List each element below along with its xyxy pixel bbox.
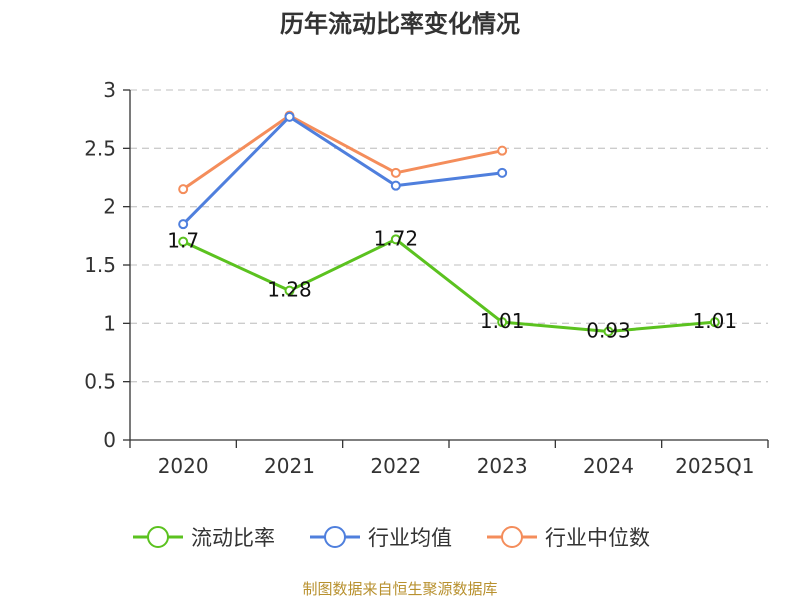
- series-line: [182, 114, 503, 191]
- data-point: [390, 180, 401, 191]
- y-tick-label: 0: [103, 428, 116, 452]
- legend-marker: [147, 526, 169, 548]
- data-point: [497, 317, 508, 328]
- legend-label: 流动比率: [191, 526, 275, 550]
- x-tick-label: 2024: [583, 454, 634, 478]
- legend-item-2: 行业均值: [310, 526, 452, 550]
- legend-label: 行业中位数: [545, 526, 650, 550]
- source-note: 制图数据来自恒生聚源数据库: [302, 580, 497, 598]
- y-tick-label: 2.5: [84, 136, 116, 160]
- y-tick-label: 1.5: [84, 253, 116, 277]
- x-tick-label: 2025Q1: [675, 454, 754, 478]
- x-tick-label: 2021: [264, 454, 315, 478]
- series-2: [178, 111, 508, 230]
- data-point: [390, 234, 401, 245]
- y-tick-label: 2: [103, 195, 116, 219]
- data-point: [603, 326, 614, 337]
- data-point: [390, 167, 401, 178]
- y-tick-label: 3: [103, 78, 116, 102]
- data-label: 1.01: [693, 309, 738, 333]
- data-point: [284, 111, 295, 122]
- data-point: [497, 145, 508, 156]
- data-label: 1.01: [480, 309, 525, 333]
- x-tick-label: 2023: [477, 454, 528, 478]
- y-tick-label: 1: [103, 311, 116, 335]
- x-tick-label: 2022: [370, 454, 421, 478]
- data-point: [178, 184, 189, 195]
- chart-title: 历年流动比率变化情况: [280, 10, 520, 38]
- x-tick-label: 2020: [158, 454, 209, 478]
- data-labels: 1.7 1.28 1.72 1.01 0.93 1.01: [167, 226, 737, 342]
- legend-marker: [501, 526, 523, 548]
- legend-marker: [324, 526, 346, 548]
- data-label: 1.28: [267, 278, 312, 302]
- legend-item-1: 流动比率: [133, 526, 275, 550]
- data-point: [497, 167, 508, 178]
- series-lines: [178, 110, 720, 337]
- series-1: [178, 234, 720, 337]
- series-line: [182, 115, 503, 226]
- series-line: [182, 237, 715, 333]
- data-point: [709, 317, 720, 328]
- data-point: [284, 285, 295, 296]
- grid-lines: [130, 89, 768, 383]
- data-point: [178, 236, 189, 247]
- data-label: 1.7: [167, 229, 199, 253]
- legend-item-3: 行业中位数: [487, 526, 650, 550]
- data-label: 1.72: [374, 226, 419, 250]
- axes: 0 0.5 1 1.5 2 2.5 3 2020 2021 2022 2023 2024 2025Q1: [84, 78, 769, 478]
- y-tick-label: 0.5: [84, 370, 116, 394]
- data-label: 0.93: [586, 319, 631, 343]
- legend-label: 行业均值: [368, 526, 452, 550]
- data-point: [178, 219, 189, 230]
- legend: 流动比率 行业均值 行业中位数: [133, 526, 650, 550]
